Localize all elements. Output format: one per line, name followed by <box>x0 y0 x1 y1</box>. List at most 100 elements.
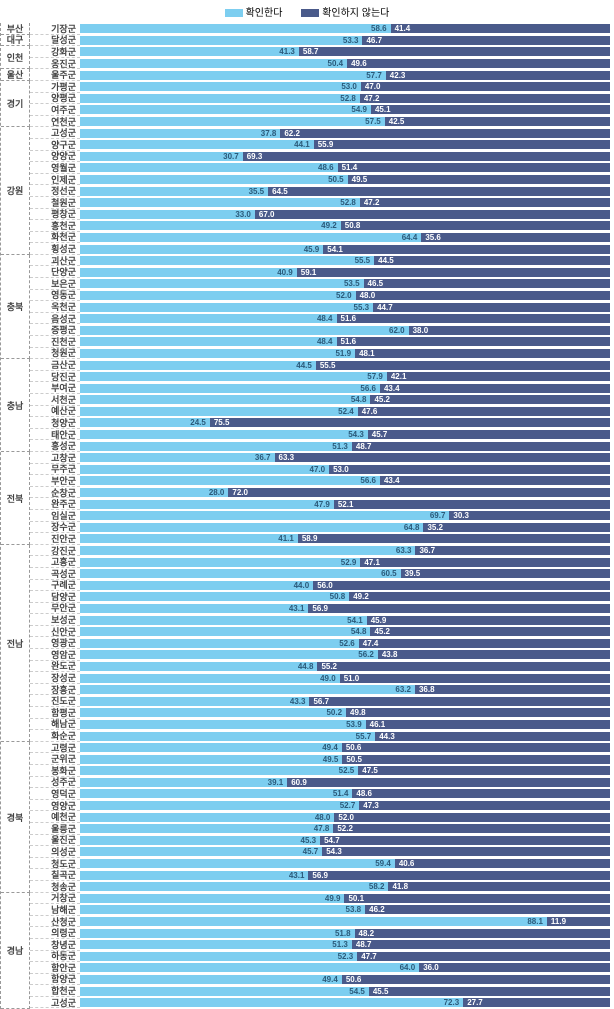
bar-confirm: 55.5 <box>80 256 374 265</box>
bar-confirm: 50.2 <box>80 708 346 717</box>
bar-row: 52.847.2 <box>80 197 610 209</box>
bar-row: 49.550.5 <box>80 753 610 765</box>
bar-row: 57.742.3 <box>80 69 610 81</box>
region-label: 충북 <box>1 255 30 359</box>
bar-confirm: 41.3 <box>80 47 299 56</box>
bar-noconfirm: 42.3 <box>386 71 610 80</box>
bar-noconfirm: 46.2 <box>365 905 610 914</box>
bar-row: 49.450.6 <box>80 742 610 754</box>
bar-confirm: 51.4 <box>80 789 352 798</box>
bar-confirm: 69.7 <box>80 511 449 520</box>
bar-confirm: 44.0 <box>80 581 313 590</box>
bar-noconfirm: 30.3 <box>449 511 610 520</box>
bar-row: 43.156.9 <box>80 869 610 881</box>
bar-confirm: 41.1 <box>80 534 298 543</box>
bar-noconfirm: 51.4 <box>338 163 610 172</box>
legend-confirm-label: 확인한다 <box>246 8 283 19</box>
county-label: 함양군 <box>30 974 80 986</box>
bar-row: 51.848.2 <box>80 927 610 939</box>
bar-noconfirm: 56.9 <box>308 604 610 613</box>
bar-row: 59.440.6 <box>80 858 610 870</box>
bar-row: 47.053.0 <box>80 464 610 476</box>
bar-row: 64.435.6 <box>80 232 610 244</box>
bar-row: 57.942.1 <box>80 371 610 383</box>
bar-noconfirm: 55.2 <box>317 662 610 671</box>
bar-confirm: 52.4 <box>80 407 358 416</box>
bar-confirm: 54.1 <box>80 616 367 625</box>
bar-row: 52.547.5 <box>80 765 610 777</box>
bar-row: 54.945.1 <box>80 104 610 116</box>
legend-noconfirm-label: 확인하지 않는다 <box>322 8 389 19</box>
bar-confirm: 63.3 <box>80 546 415 555</box>
bar-confirm: 44.8 <box>80 662 317 671</box>
bar-noconfirm: 48.7 <box>352 940 610 949</box>
bar-noconfirm: 49.2 <box>349 592 610 601</box>
bar-row: 56.243.8 <box>80 649 610 661</box>
bar-row: 53.546.5 <box>80 278 610 290</box>
bar-noconfirm: 45.7 <box>368 430 610 439</box>
bar-noconfirm: 52.0 <box>334 813 610 822</box>
bar-row: 36.763.3 <box>80 452 610 464</box>
bar-noconfirm: 48.6 <box>352 789 610 798</box>
bar-noconfirm: 50.6 <box>342 743 610 752</box>
bar-row: 49.950.1 <box>80 893 610 905</box>
bar-noconfirm: 67.0 <box>255 210 610 219</box>
bar-row: 37.862.2 <box>80 127 610 139</box>
bar-noconfirm: 48.0 <box>356 291 610 300</box>
bar-confirm: 52.7 <box>80 801 359 810</box>
bar-row: 58.241.8 <box>80 881 610 893</box>
bar-noconfirm: 49.8 <box>346 708 610 717</box>
bar-confirm: 57.5 <box>80 117 385 126</box>
county-label: 함안군 <box>30 962 80 974</box>
bar-confirm: 48.4 <box>80 314 337 323</box>
bar-row: 48.451.6 <box>80 336 610 348</box>
bar-confirm: 52.8 <box>80 94 360 103</box>
bar-noconfirm: 56.7 <box>309 697 610 706</box>
bar-confirm: 50.5 <box>80 175 348 184</box>
bar-noconfirm: 69.3 <box>243 152 610 161</box>
bar-noconfirm: 51.6 <box>337 314 610 323</box>
bar-noconfirm: 44.3 <box>375 732 610 741</box>
bar-noconfirm: 47.2 <box>360 94 610 103</box>
bar-confirm: 45.3 <box>80 836 320 845</box>
bar-noconfirm: 45.9 <box>367 616 610 625</box>
bar-row: 51.948.1 <box>80 348 610 360</box>
bar-noconfirm: 43.4 <box>380 384 610 393</box>
bar-noconfirm: 42.1 <box>387 372 610 381</box>
county-column: 기장군달성군강화군옹진군울주군가평군양평군여주군연천군고성군양구군양양군영월군인… <box>30 23 80 1009</box>
bar-row: 47.852.2 <box>80 823 610 835</box>
bar-noconfirm: 56.0 <box>313 581 610 590</box>
bar-confirm: 45.9 <box>80 245 323 254</box>
region-label: 경기 <box>1 81 30 127</box>
bar-noconfirm: 47.1 <box>360 558 610 567</box>
bar-confirm: 56.6 <box>80 384 380 393</box>
region-label: 울산 <box>1 69 30 81</box>
bar-row: 52.947.1 <box>80 556 610 568</box>
bar-row: 54.145.9 <box>80 614 610 626</box>
bar-noconfirm: 41.8 <box>388 882 610 891</box>
county-label: 남해군 <box>30 904 80 916</box>
bar-confirm: 33.0 <box>80 210 255 219</box>
bar-noconfirm: 58.9 <box>298 534 610 543</box>
bar-confirm: 54.9 <box>80 105 371 114</box>
bar-noconfirm: 47.7 <box>357 952 610 961</box>
bar-row: 64.835.2 <box>80 522 610 534</box>
bars-column: 58.641.453.346.741.358.750.449.657.742.3… <box>80 23 614 1009</box>
bar-noconfirm: 52.2 <box>333 824 610 833</box>
bar-confirm: 63.2 <box>80 685 415 694</box>
bar-row: 49.250.8 <box>80 220 610 232</box>
bar-row: 54.345.7 <box>80 429 610 441</box>
bar-confirm: 88.1 <box>80 917 547 926</box>
bar-noconfirm: 44.7 <box>373 303 610 312</box>
bar-noconfirm: 50.8 <box>341 221 610 230</box>
bar-noconfirm: 45.1 <box>371 105 610 114</box>
bar-row: 39.160.9 <box>80 777 610 789</box>
bar-row: 55.744.3 <box>80 730 610 742</box>
bar-row: 44.855.2 <box>80 661 610 673</box>
bar-confirm: 49.5 <box>80 755 342 764</box>
bar-noconfirm: 11.9 <box>547 917 610 926</box>
bar-row: 52.747.3 <box>80 800 610 812</box>
bar-noconfirm: 47.5 <box>358 766 610 775</box>
bar-row: 62.038.0 <box>80 324 610 336</box>
bar-row: 88.111.9 <box>80 916 610 928</box>
